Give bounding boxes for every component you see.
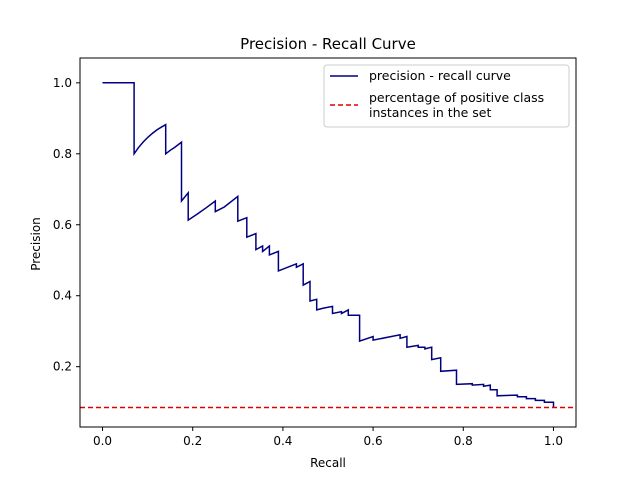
x-axis-label: Recall [310,456,346,470]
x-tick-label: 0.2 [183,434,202,448]
x-tick-label: 0.8 [454,434,473,448]
legend: precision - recall curve percentage of p… [323,64,570,128]
plot-frame [79,57,577,428]
y-tick-label: 0.6 [53,218,72,232]
precision-recall-line [102,82,555,408]
x-tick-label: 0.4 [273,434,292,448]
legend-label-baseline: percentage of positive class instances i… [369,90,548,120]
legend-box [323,64,570,128]
x-axis: 0.0 0.2 0.4 0.6 0.8 1.0 [93,427,563,448]
x-tick-label: 0.6 [364,434,383,448]
y-tick-label: 0.4 [53,289,72,303]
chart-title: Precision - Recall Curve [240,35,416,53]
y-tick-label: 0.2 [53,360,72,374]
plot-area [80,82,576,409]
y-axis-label: Precision [29,217,43,271]
x-tick-label: 0.0 [93,434,112,448]
y-axis: 0.2 0.4 0.6 0.8 1.0 [53,76,80,374]
y-tick-label: 0.8 [53,147,72,161]
x-tick-label: 1.0 [544,434,563,448]
y-tick-label: 1.0 [53,76,72,90]
legend-label-precision: precision - recall curve [369,68,511,83]
